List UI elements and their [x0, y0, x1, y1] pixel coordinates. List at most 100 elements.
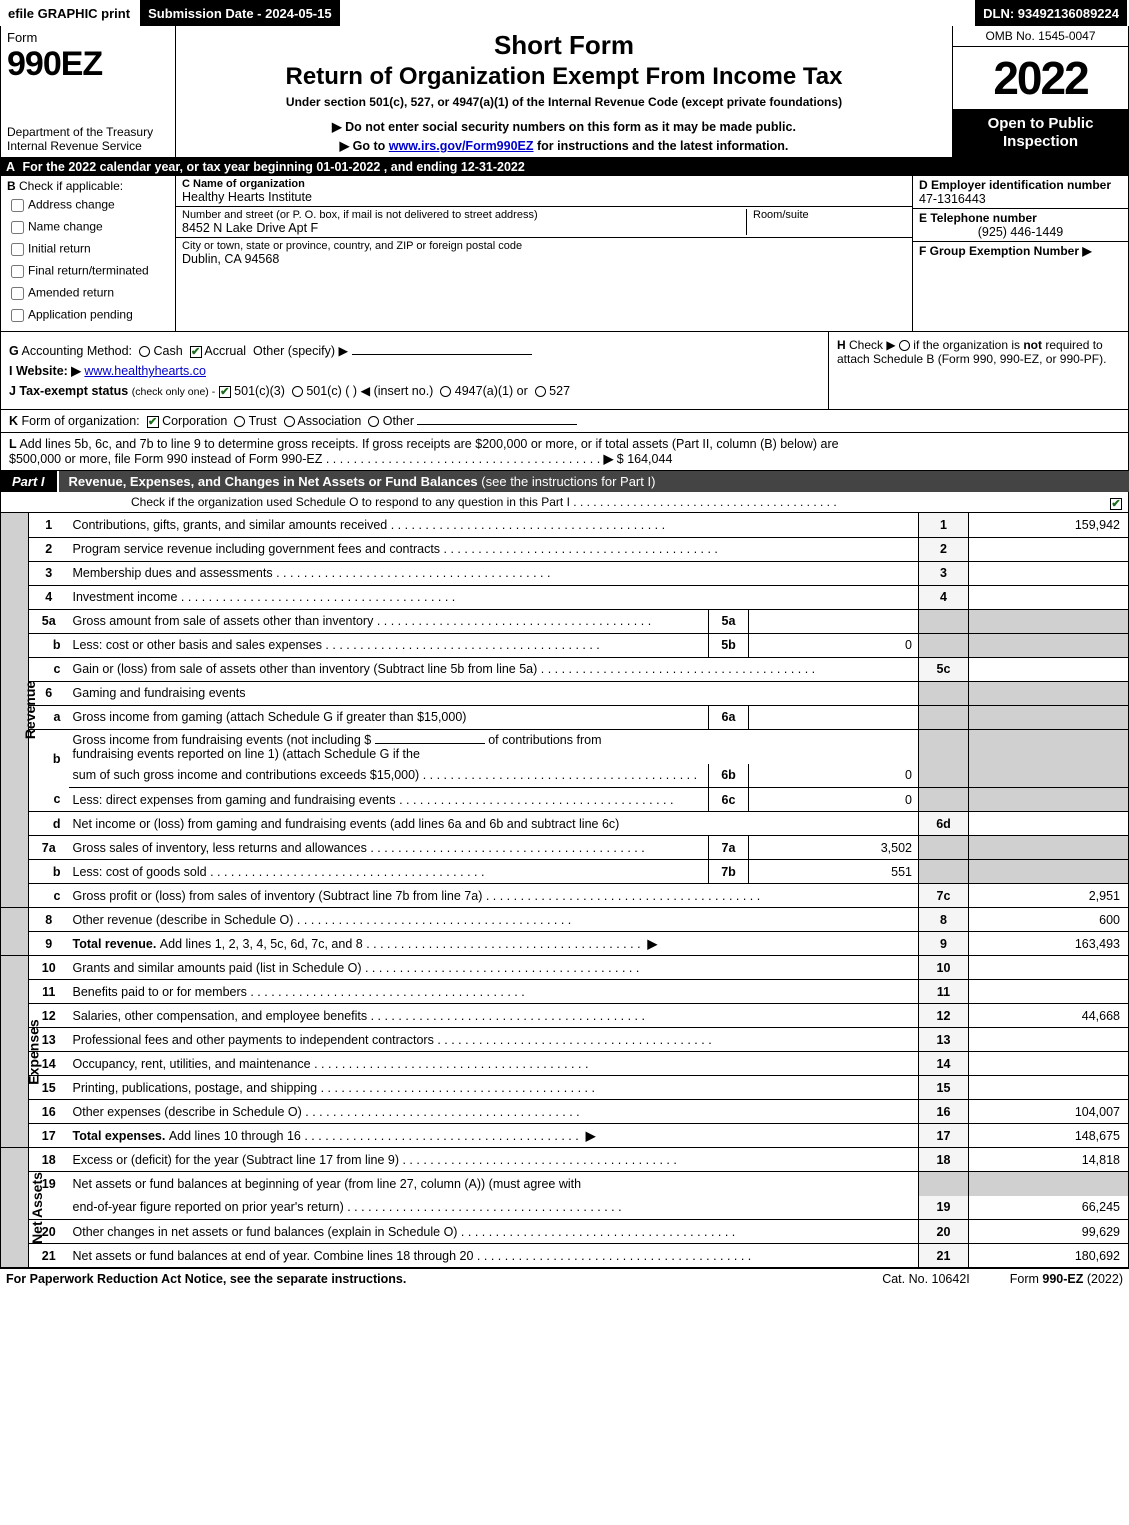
amt-1: 159,942 — [969, 513, 1129, 537]
line-14: 14 Occupancy, rent, utilities, and maint… — [1, 1052, 1129, 1076]
row-g: G Accounting Method: Cash Accrual Other … — [9, 343, 820, 358]
chk-corporation[interactable] — [147, 416, 159, 428]
efile-print[interactable]: efile GRAPHIC print — [0, 0, 140, 26]
ssn-note: ▶ Do not enter social security numbers o… — [186, 119, 942, 134]
radio-527[interactable] — [535, 386, 546, 397]
line-11: 11 Benefits paid to or for members 11 — [1, 980, 1129, 1004]
col-b: B Check if applicable: Address change Na… — [1, 176, 176, 331]
return-title: Return of Organization Exempt From Incom… — [186, 63, 942, 91]
radio-other-org[interactable] — [368, 416, 379, 427]
radio-501c[interactable] — [292, 386, 303, 397]
line-6d: d Net income or (loss) from gaming and f… — [1, 812, 1129, 836]
radio-trust[interactable] — [234, 416, 245, 427]
footer-cat: Cat. No. 10642I — [882, 1272, 970, 1286]
val-7b: 551 — [749, 860, 919, 884]
fundraising-contrib-input[interactable] — [375, 743, 485, 744]
amt-13 — [969, 1028, 1129, 1052]
vlabel-revenue: Revenue — [1, 513, 29, 908]
row-h: H Check ▶ if the organization is not req… — [828, 332, 1128, 409]
line-7a: 7a Gross sales of inventory, less return… — [1, 836, 1129, 860]
chk-initial-return[interactable]: Initial return — [7, 240, 169, 259]
line-16: 16 Other expenses (describe in Schedule … — [1, 1100, 1129, 1124]
amt-3 — [969, 561, 1129, 585]
chk-application-pending-box[interactable] — [11, 309, 24, 322]
dept: Department of the Treasury Internal Reve… — [7, 125, 169, 153]
chk-amended-return[interactable]: Amended return — [7, 284, 169, 303]
radio-cash[interactable] — [139, 346, 150, 357]
room-lbl: Room/suite — [753, 209, 906, 221]
tel-value: (925) 446-1449 — [919, 225, 1122, 239]
form-word: Form — [7, 30, 169, 45]
chk-amended-return-box[interactable] — [11, 287, 24, 300]
chk-final-return[interactable]: Final return/terminated — [7, 262, 169, 281]
amt-9: 163,493 — [969, 932, 1129, 956]
val-6a — [749, 705, 919, 729]
radio-schedule-b[interactable] — [899, 340, 910, 351]
footer: For Paperwork Reduction Act Notice, see … — [0, 1268, 1129, 1286]
row-k: K Form of organization: Corporation Trus… — [0, 410, 1129, 433]
vlabel-net-assets: Net Assets — [1, 1148, 29, 1268]
amt-11 — [969, 980, 1129, 1004]
radio-4947[interactable] — [440, 386, 451, 397]
radio-association[interactable] — [284, 416, 295, 427]
footer-right: Form 990-EZ (2022) — [1010, 1272, 1123, 1286]
line-4: 4 Investment income 4 — [1, 585, 1129, 609]
row-i: I Website: ▶ www.healthyhearts.co — [9, 363, 820, 378]
other-org-input[interactable] — [417, 424, 577, 425]
grp-lbl: F Group Exemption Number ▶ — [919, 244, 1092, 258]
c-city-lbl: City or town, state or province, country… — [182, 240, 906, 252]
chk-name-change[interactable]: Name change — [7, 218, 169, 237]
amt-17: 148,675 — [969, 1124, 1129, 1148]
line-12: 12 Salaries, other compensation, and emp… — [1, 1004, 1129, 1028]
amt-14 — [969, 1052, 1129, 1076]
line-2: 2 Program service revenue including gove… — [1, 537, 1129, 561]
main-header: Form 990EZ Department of the Treasury In… — [0, 26, 1129, 158]
row-j: J Tax-exempt status (check only one) - 5… — [9, 383, 820, 398]
chk-initial-return-box[interactable] — [11, 243, 24, 256]
topbar-spacer — [342, 0, 974, 26]
header-left: Form 990EZ Department of the Treasury In… — [1, 26, 176, 157]
topbar: efile GRAPHIC print Submission Date - 20… — [0, 0, 1129, 26]
other-specify-input[interactable] — [352, 354, 532, 355]
row-a-text: For the 2022 calendar year, or tax year … — [23, 160, 525, 174]
line-19b: end-of-year figure reported on prior yea… — [1, 1196, 1129, 1220]
website-link[interactable]: www.healthyhearts.co — [84, 364, 206, 378]
line-17: 17 Total expenses. Add lines 10 through … — [1, 1124, 1129, 1148]
chk-accrual[interactable] — [190, 346, 202, 358]
footer-left: For Paperwork Reduction Act Notice, see … — [6, 1272, 842, 1286]
line-1: Revenue 1 Contributions, gifts, grants, … — [1, 513, 1129, 537]
goto-note: ▶ Go to www.irs.gov/Form990EZ for instru… — [186, 138, 942, 153]
val-5b: 0 — [749, 633, 919, 657]
part-i-sub: Check if the organization used Schedule … — [0, 492, 1129, 513]
line-5a: 5a Gross amount from sale of assets othe… — [1, 609, 1129, 633]
chk-schedule-o-part-i[interactable] — [1110, 498, 1122, 510]
row-a: A For the 2022 calendar year, or tax yea… — [0, 158, 1129, 176]
tax-year: 2022 — [953, 47, 1128, 109]
org-city: Dublin, CA 94568 — [182, 252, 906, 266]
chk-address-change-box[interactable] — [11, 199, 24, 212]
part-i-tab: Part I — [0, 471, 59, 492]
chk-name-change-box[interactable] — [11, 221, 24, 234]
line-9: 9 Total revenue. Add lines 1, 2, 3, 4, 5… — [1, 932, 1129, 956]
line-21: 21 Net assets or fund balances at end of… — [1, 1244, 1129, 1268]
amt-4 — [969, 585, 1129, 609]
amt-2 — [969, 537, 1129, 561]
val-6c: 0 — [749, 788, 919, 812]
part-i-title: Revenue, Expenses, and Changes in Net As… — [59, 471, 1129, 492]
amt-5c — [969, 657, 1129, 681]
chk-application-pending[interactable]: Application pending — [7, 306, 169, 325]
chk-address-change[interactable]: Address change — [7, 196, 169, 215]
chk-final-return-box[interactable] — [11, 265, 24, 278]
chk-501c3[interactable] — [219, 386, 231, 398]
amt-18: 14,818 — [969, 1148, 1129, 1172]
dln: DLN: 93492136089224 — [973, 0, 1129, 26]
val-7a: 3,502 — [749, 836, 919, 860]
line-20: 20 Other changes in net assets or fund b… — [1, 1220, 1129, 1244]
ein-lbl: D Employer identification number — [919, 178, 1111, 192]
header-center: Short Form Return of Organization Exempt… — [176, 26, 953, 157]
col-b-hdr: Check if applicable: — [19, 179, 123, 193]
line-6b-2: sum of such gross income and contributio… — [1, 764, 1129, 788]
line-15: 15 Printing, publications, postage, and … — [1, 1076, 1129, 1100]
line-10: Expenses 10 Grants and similar amounts p… — [1, 956, 1129, 980]
irs-link[interactable]: www.irs.gov/Form990EZ — [389, 139, 534, 153]
